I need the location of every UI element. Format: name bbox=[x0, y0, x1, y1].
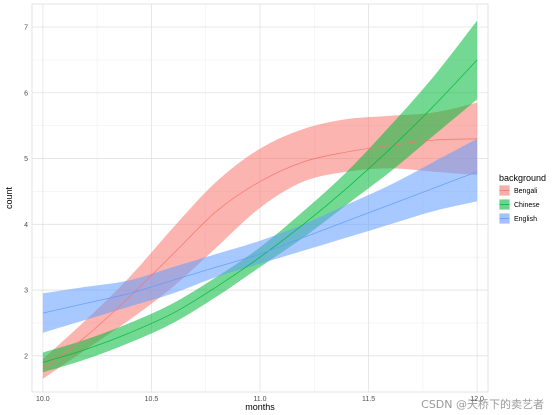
x-tick-label: 10.0 bbox=[36, 396, 50, 403]
x-tick-label: 11.5 bbox=[362, 396, 375, 403]
x-tick-label: 10.5 bbox=[145, 396, 159, 403]
watermark: CSDN @天桥下的卖艺者 bbox=[421, 398, 544, 411]
y-axis-title: count bbox=[4, 186, 14, 209]
legend-label-bengali: Bengali bbox=[514, 188, 538, 195]
legend: background Bengali Chinese English bbox=[499, 173, 546, 224]
fit-line-chinese bbox=[42, 59, 478, 363]
band-english bbox=[42, 138, 478, 333]
y-tick-label: 3 bbox=[24, 288, 28, 295]
x-tick-label: 11.0 bbox=[253, 396, 266, 403]
x-axis-ticks: 10.0 10.5 11.0 11.5 12.0 bbox=[36, 396, 484, 403]
x-tick-label: 12.0 bbox=[470, 396, 484, 403]
x-axis-title: months bbox=[245, 402, 275, 412]
legend-label-chinese: Chinese bbox=[514, 202, 540, 209]
fit-line-english bbox=[42, 171, 478, 314]
y-tick-label: 6 bbox=[24, 90, 28, 97]
confidence-bands bbox=[42, 20, 478, 379]
y-tick-label: 4 bbox=[24, 222, 28, 229]
legend-title: background bbox=[499, 173, 546, 183]
y-tick-label: 7 bbox=[24, 25, 28, 32]
legend-label-english: English bbox=[514, 216, 537, 223]
y-axis-ticks: 2 3 4 5 6 7 bbox=[24, 25, 28, 361]
y-tick-label: 2 bbox=[24, 353, 28, 360]
fit-lines bbox=[42, 59, 478, 370]
y-tick-label: 5 bbox=[24, 156, 28, 163]
fit-line-bengali bbox=[42, 138, 478, 370]
